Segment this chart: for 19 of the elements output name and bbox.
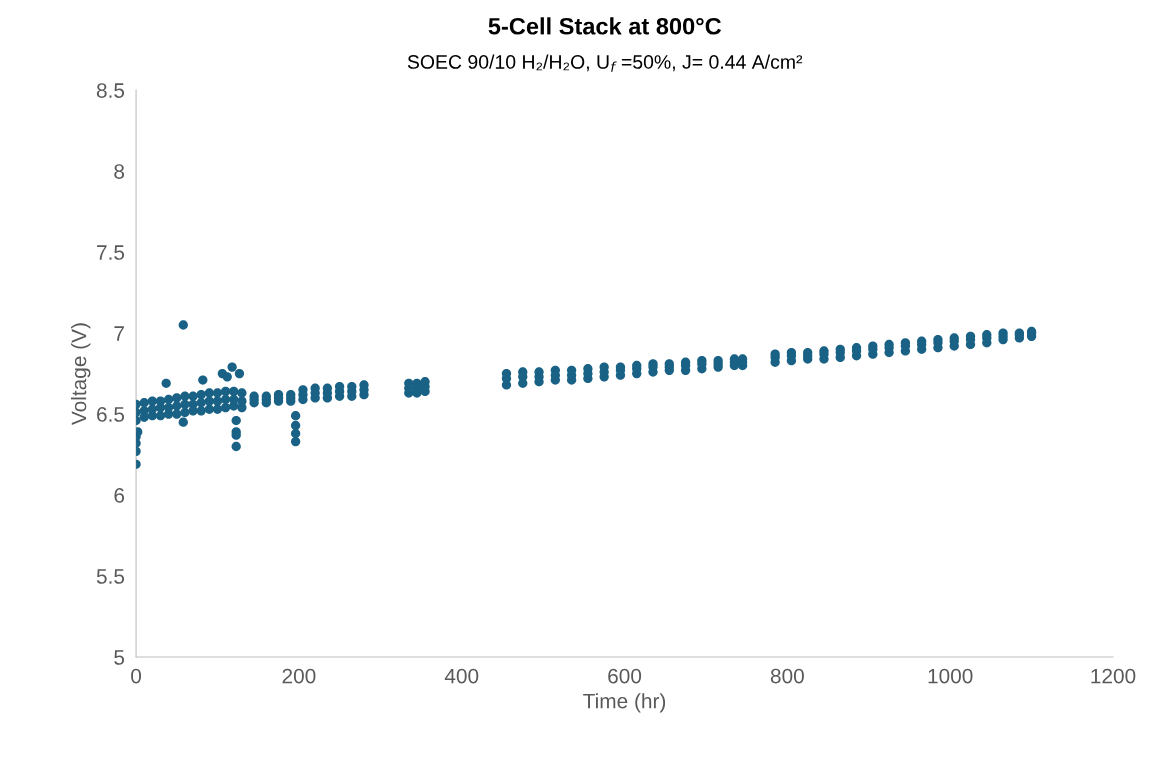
x-tick-label: 200 [282, 668, 316, 684]
y-tick-label: 8.5 [96, 83, 125, 98]
y-tick-label: 6 [114, 488, 125, 503]
y-tick-label: 5 [114, 650, 125, 665]
chart-subtitle: SOEC 90/10 H₂/H₂O, U$_{f}$ =50%, J= 0.44 A/cm² [407, 54, 803, 72]
chart-title: 5-Cell Stack at 800°C [488, 17, 722, 35]
x-tick-label: 400 [444, 668, 479, 684]
x-tick-label: 1000 [928, 668, 973, 684]
x-axis-title: Time (hr) [583, 693, 666, 713]
y-tick-label: 6.5 [97, 407, 125, 422]
y-axis-title: Voltage (V) [71, 323, 91, 426]
x-tick-label: 0 [131, 668, 142, 684]
y-tick-label: 7 [114, 326, 124, 341]
x-tick-label: 1200 [1091, 668, 1136, 684]
x-tick-label: 600 [608, 668, 642, 684]
y-tick-label: 8 [114, 164, 125, 179]
y-tick-label: 7.5 [97, 245, 125, 260]
y-tick-label: 5.5 [96, 569, 125, 584]
x-tick-label: 800 [770, 668, 804, 684]
